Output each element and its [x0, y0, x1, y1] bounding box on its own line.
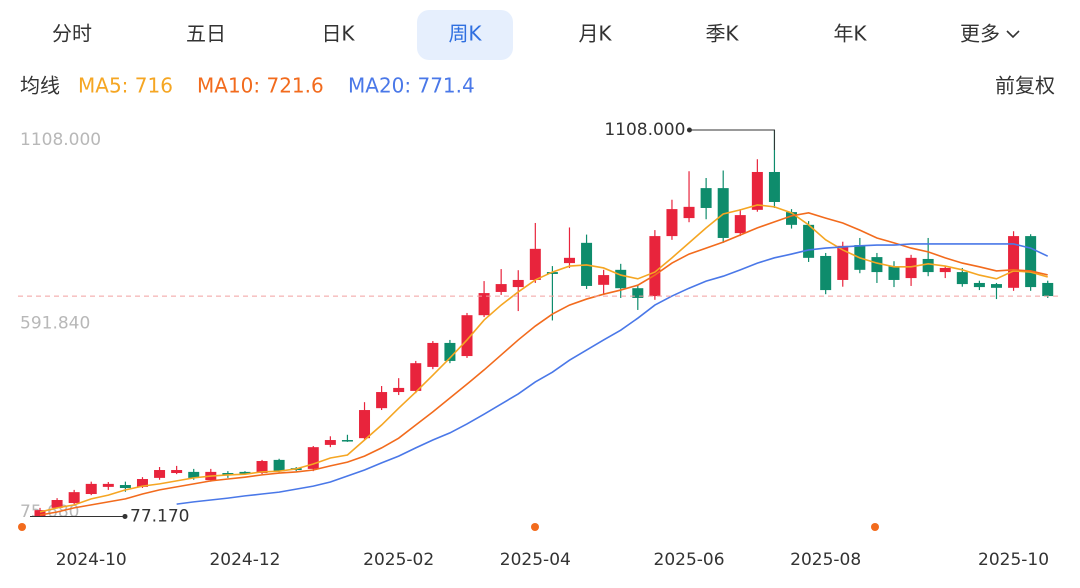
candle-body: [427, 342, 439, 367]
candle-body: [598, 275, 610, 285]
legend-entry: MA10: 721.6: [197, 74, 324, 98]
x-tick-label: 2025-02: [363, 550, 434, 570]
x-tick-label: 2025-06: [654, 550, 725, 570]
tab[interactable]: 周K: [448, 22, 482, 46]
candle-body: [188, 471, 200, 478]
candle-body: [666, 209, 678, 237]
candle-body: [324, 440, 336, 445]
candle-body: [376, 392, 388, 409]
candle-body: [410, 363, 422, 391]
candle-body: [751, 171, 763, 210]
event-marker[interactable]: [18, 523, 26, 531]
max-leader: [689, 129, 775, 150]
candle-body: [973, 282, 985, 288]
candle-body: [85, 483, 97, 495]
y-tick-label: 1108.000: [20, 130, 101, 150]
adjust-label[interactable]: 前复权: [995, 74, 1055, 98]
candle-body: [786, 212, 798, 225]
candle-body: [1008, 236, 1020, 288]
candle-body: [922, 258, 934, 273]
min-label: 77.170: [130, 506, 189, 526]
legend-entry: MA20: 771.4: [348, 74, 475, 98]
candle-body: [171, 470, 183, 474]
ma-line: [176, 243, 1049, 505]
candle-body: [51, 500, 63, 508]
x-tick-label: 2025-10: [978, 550, 1049, 570]
active-tab-bg: [417, 10, 513, 60]
max-label: 1108.000: [604, 120, 685, 140]
candle-body: [717, 188, 729, 238]
candle-body: [546, 272, 558, 274]
candle-body: [700, 188, 712, 208]
ma-label: 均线: [20, 74, 60, 98]
candle-body: [683, 206, 695, 219]
min-dot: [122, 513, 128, 519]
candle-body: [563, 257, 575, 264]
candle-body: [444, 342, 456, 361]
candle-body: [307, 447, 319, 469]
candle-body: [68, 492, 80, 504]
tab[interactable]: 分时: [52, 22, 92, 46]
candle-body: [359, 410, 371, 439]
tab[interactable]: 更多: [960, 22, 1000, 46]
tab[interactable]: 月K: [578, 22, 612, 46]
candle-body: [273, 459, 285, 472]
candle-body: [939, 267, 951, 273]
candle-body: [529, 248, 541, 280]
tab[interactable]: 季K: [705, 22, 739, 46]
ma-line: [39, 212, 1048, 516]
candle-body: [734, 215, 746, 234]
event-marker[interactable]: [871, 523, 879, 531]
candle-body: [341, 440, 353, 442]
candle-body: [478, 293, 490, 316]
tab[interactable]: 日K: [321, 22, 355, 46]
candle-body: [871, 257, 883, 273]
candle-body: [1042, 282, 1054, 297]
legend-entry: MA5: 716: [78, 74, 173, 98]
candle-body: [615, 269, 627, 289]
candle-body: [512, 279, 524, 288]
candle-body: [222, 473, 234, 475]
candle-body: [136, 479, 148, 487]
max-dot: [686, 127, 692, 133]
x-tick-label: 2024-10: [56, 550, 127, 570]
candle-body: [239, 471, 251, 474]
tab[interactable]: 五日: [186, 22, 226, 46]
candle-body: [34, 510, 46, 517]
candle-body: [154, 470, 166, 478]
tab[interactable]: 年K: [833, 22, 867, 46]
x-tick-label: 2024-12: [209, 550, 280, 570]
candle-body: [495, 284, 507, 292]
candle-body: [820, 255, 832, 291]
candle-body: [905, 257, 917, 279]
candle-body: [888, 266, 900, 280]
candle-body: [649, 236, 661, 297]
candle-body: [803, 224, 815, 258]
candle-body: [461, 315, 473, 357]
candle-body: [393, 387, 405, 393]
event-marker[interactable]: [531, 523, 539, 531]
candle-body: [632, 288, 644, 298]
more-chevron[interactable]: [1006, 30, 1020, 39]
candle-body: [990, 284, 1002, 288]
candle-body: [119, 485, 131, 489]
x-tick-label: 2025-08: [790, 550, 861, 570]
candle-body: [956, 272, 968, 285]
plot-area: MA5: 716 MA10: 721.6 MA20: 771.4 1108.000 59…: [18, 74, 1062, 570]
candle-body: [1025, 236, 1037, 288]
period-tabs: 分时 五日 日K 周K 月K 季K 年K 更多: [52, 10, 1000, 60]
ma-line: [39, 204, 1048, 513]
candle-body: [837, 245, 849, 280]
candle-body: [768, 171, 780, 202]
candle-body: [256, 461, 268, 474]
candle-body: [102, 483, 114, 487]
x-tick-label: 2025-04: [500, 550, 571, 570]
y-tick-label: 591.840: [20, 314, 90, 334]
